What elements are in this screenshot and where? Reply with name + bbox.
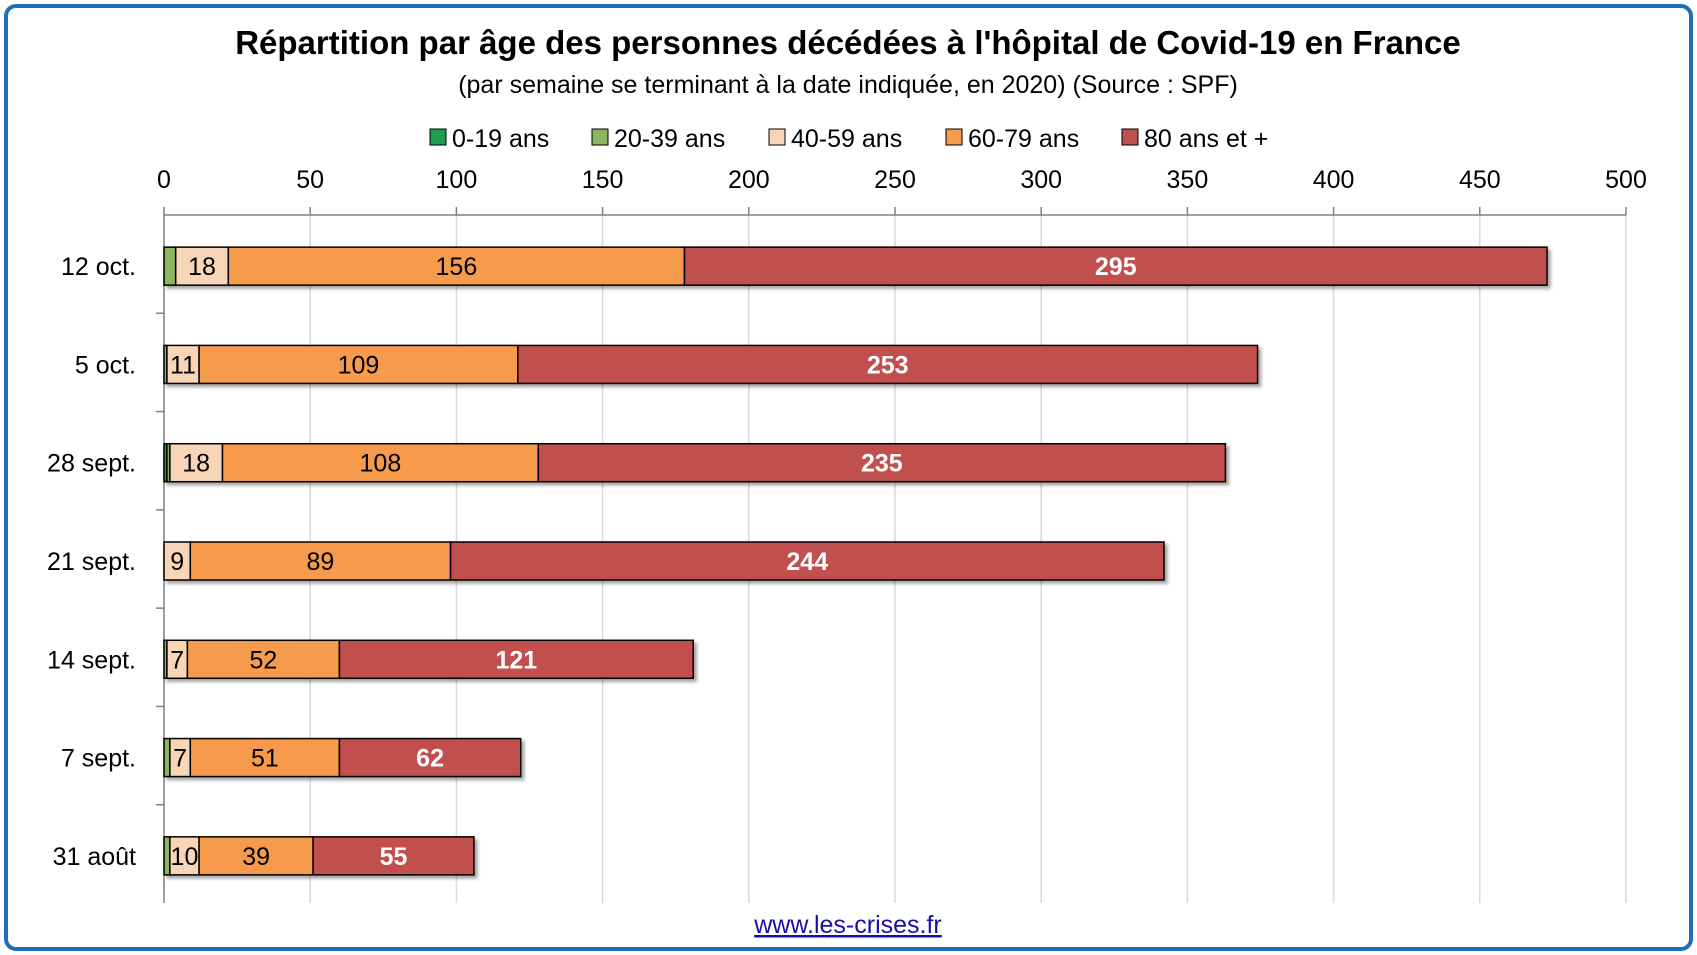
category-label: 12 oct.	[61, 253, 136, 281]
data-label: 10	[171, 843, 199, 871]
x-tick-label: 300	[1020, 166, 1062, 194]
bar-segment	[163, 246, 177, 286]
data-label: 235	[861, 450, 903, 478]
legend: 0-19 ans 20-39 ans 40-59 ans 60-79 ans 80 an…	[429, 125, 1268, 153]
data-label: 11	[170, 351, 196, 379]
data-label: 7	[173, 745, 187, 773]
bar-segment	[338, 737, 522, 778]
bar-segment	[163, 737, 171, 778]
legend-swatch	[1121, 128, 1139, 146]
category-label: 31 août	[53, 843, 136, 871]
x-tick-label: 50	[296, 166, 324, 194]
data-label: 89	[307, 548, 335, 576]
data-label: 9	[170, 548, 184, 576]
bar-segment	[449, 541, 1165, 581]
x-tick-label: 250	[874, 166, 916, 194]
legend-swatch	[768, 128, 786, 146]
data-label: 18	[182, 450, 210, 478]
legend-entry: 60-79 ans	[968, 125, 1079, 153]
data-label: 156	[436, 253, 478, 281]
source-link[interactable]: www.les-crises.fr	[753, 911, 942, 939]
bar-segment	[198, 344, 519, 385]
bar-segment	[537, 442, 1227, 483]
category-labels: 12 oct. 5 oct. 28 sept. 21 sept. 14 sept. 7 s…	[47, 253, 136, 871]
bars: 18 156 295 11 109 253 18 108 235 9 89 244 7 52 121 7 51 6…	[163, 246, 1548, 876]
bar-stack	[163, 639, 694, 680]
legend-entry: 40-59 ans	[791, 125, 902, 153]
data-label: 108	[360, 450, 402, 478]
legend-swatch	[945, 128, 963, 146]
data-label: 52	[250, 646, 278, 674]
bar-stack	[163, 836, 475, 876]
bar-segment	[189, 737, 341, 778]
legend-entry: 80 ans et +	[1144, 125, 1268, 153]
x-tick-label: 0	[157, 166, 171, 194]
x-axis-ticks: 0 50 100 150 200 250 300 350 400 450 500	[157, 166, 1647, 194]
bar-segment	[227, 246, 686, 286]
x-tick-label: 100	[436, 166, 478, 194]
legend-swatch	[591, 128, 609, 146]
bar-stack	[163, 344, 1259, 385]
x-tick-label: 200	[728, 166, 770, 194]
data-label: 7	[170, 646, 184, 674]
bar-segment	[166, 344, 200, 385]
bar-segment	[312, 836, 475, 876]
data-label: 253	[867, 351, 909, 379]
bar-stack	[163, 246, 1548, 286]
bar-segment	[683, 246, 1548, 286]
bar-segment	[517, 344, 1259, 385]
data-label: 244	[786, 548, 828, 576]
bar-segment	[221, 442, 540, 483]
bar-segment	[163, 836, 171, 876]
data-label: 109	[338, 351, 380, 379]
x-tick-label: 450	[1459, 166, 1501, 194]
data-label: 121	[495, 646, 537, 674]
legend-entry: 0-19 ans	[452, 125, 549, 153]
x-tick-label: 400	[1313, 166, 1355, 194]
category-label: 28 sept.	[47, 450, 136, 478]
category-label: 7 sept.	[61, 745, 136, 773]
data-label: 55	[380, 843, 408, 871]
bar-segment	[169, 836, 200, 876]
data-label: 295	[1095, 253, 1137, 281]
bar-segment	[338, 639, 694, 680]
category-label: 5 oct.	[75, 351, 136, 379]
chart-subtitle: (par semaine se terminant à la date indi…	[458, 71, 1238, 99]
x-tick-label: 150	[582, 166, 624, 194]
x-tick-label: 350	[1167, 166, 1209, 194]
category-label: 21 sept.	[47, 548, 136, 576]
x-tick-label: 500	[1605, 166, 1647, 194]
bar-stack	[163, 541, 1165, 581]
data-label: 39	[242, 843, 270, 871]
chart-title: Répartition par âge des personnes décédé…	[235, 24, 1461, 61]
bar-segment	[189, 541, 452, 581]
bar-segment	[163, 541, 192, 581]
bar-stack	[163, 442, 1227, 483]
legend-entry: 20-39 ans	[614, 125, 725, 153]
bar-segment	[169, 442, 224, 483]
category-label: 14 sept.	[47, 646, 136, 674]
legend-swatch	[429, 128, 447, 146]
bar-stack	[163, 737, 522, 778]
bar-segment	[174, 246, 230, 286]
bar-segment	[186, 639, 341, 680]
data-label: 51	[251, 745, 279, 773]
data-label: 18	[188, 253, 216, 281]
data-label: 62	[416, 745, 444, 773]
